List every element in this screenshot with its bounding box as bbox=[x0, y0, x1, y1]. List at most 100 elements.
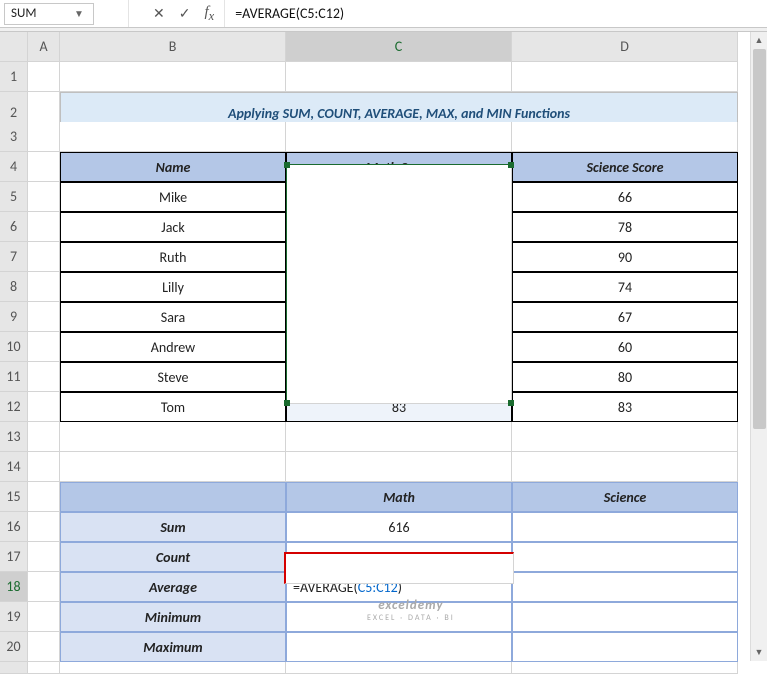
summary-header-math[interactable]: Math bbox=[286, 482, 512, 512]
row-header-1[interactable]: 1 bbox=[0, 62, 28, 92]
cell-A11[interactable] bbox=[28, 362, 60, 392]
summary-header-science[interactable]: Science bbox=[512, 482, 738, 512]
cell-A20[interactable] bbox=[28, 632, 60, 662]
col-header-A[interactable]: A bbox=[28, 32, 60, 62]
cell-math-1[interactable]: 71 bbox=[286, 212, 512, 242]
row-header-4[interactable]: 4 bbox=[0, 152, 28, 182]
table-header-name[interactable]: Name bbox=[60, 152, 286, 182]
cell-name-6[interactable]: Steve bbox=[60, 362, 286, 392]
cell-math-5[interactable]: 78 bbox=[286, 332, 512, 362]
scroll-down-icon[interactable]: ▼ bbox=[751, 644, 767, 661]
summary-label-maximum[interactable]: Maximum bbox=[60, 632, 286, 662]
col-header-C[interactable]: C bbox=[286, 32, 512, 62]
cell-C1[interactable] bbox=[286, 62, 512, 92]
row-header-6[interactable]: 6 bbox=[0, 212, 28, 242]
name-box-dropdown-icon[interactable]: ▼ bbox=[71, 7, 87, 20]
row-header-12[interactable]: 12 bbox=[0, 392, 28, 422]
cell-A8[interactable] bbox=[28, 272, 60, 302]
cell-B3[interactable] bbox=[60, 122, 286, 152]
cancel-icon[interactable]: ✕ bbox=[153, 7, 165, 21]
cell-name-0[interactable]: Mike bbox=[60, 182, 286, 212]
summary-label-sum[interactable]: Sum bbox=[60, 512, 286, 542]
cell-A9[interactable] bbox=[28, 302, 60, 332]
summary-science-minimum[interactable] bbox=[512, 602, 738, 632]
scroll-up-icon[interactable]: ▲ bbox=[751, 32, 767, 49]
cell-name-4[interactable]: Sara bbox=[60, 302, 286, 332]
cell-C13[interactable] bbox=[286, 422, 512, 452]
cell-science-3[interactable]: 74 bbox=[512, 272, 738, 302]
row-header-10[interactable]: 10 bbox=[0, 332, 28, 362]
cell-B13[interactable] bbox=[60, 422, 286, 452]
cell-C14[interactable] bbox=[286, 452, 512, 482]
cell-A6[interactable] bbox=[28, 212, 60, 242]
row-header-21[interactable] bbox=[0, 662, 28, 674]
cell-science-4[interactable]: 67 bbox=[512, 302, 738, 332]
table-header-science[interactable]: Science Score bbox=[512, 152, 738, 182]
cell-B1[interactable] bbox=[60, 62, 286, 92]
row-header-14[interactable]: 14 bbox=[0, 452, 28, 482]
summary-math-minimum[interactable] bbox=[286, 602, 512, 632]
summary-label-average[interactable]: Average bbox=[60, 572, 286, 602]
cell-name-3[interactable]: Lilly bbox=[60, 272, 286, 302]
cell-science-0[interactable]: 66 bbox=[512, 182, 738, 212]
cell-math-4[interactable]: 56 bbox=[286, 302, 512, 332]
cell-A17[interactable] bbox=[28, 542, 60, 572]
name-box[interactable]: SUM ▼ bbox=[4, 3, 94, 25]
cell-D21[interactable] bbox=[512, 662, 738, 674]
col-header-B[interactable]: B bbox=[60, 32, 286, 62]
row-header-19[interactable]: 19 bbox=[0, 602, 28, 632]
summary-math-sum[interactable]: 616 bbox=[286, 512, 512, 542]
cell-D13[interactable] bbox=[512, 422, 738, 452]
cell-A5[interactable] bbox=[28, 182, 60, 212]
row-header-13[interactable]: 13 bbox=[0, 422, 28, 452]
summary-blank-header[interactable] bbox=[60, 482, 286, 512]
cell-C21[interactable] bbox=[286, 662, 512, 674]
row-header-7[interactable]: 7 bbox=[0, 242, 28, 272]
cell-A7[interactable] bbox=[28, 242, 60, 272]
summary-science-maximum[interactable] bbox=[512, 632, 738, 662]
fx-icon[interactable]: fx bbox=[204, 4, 214, 24]
cell-name-1[interactable]: Jack bbox=[60, 212, 286, 242]
cell-A14[interactable] bbox=[28, 452, 60, 482]
row-header-8[interactable]: 8 bbox=[0, 272, 28, 302]
row-header-18[interactable]: 18 bbox=[0, 572, 28, 602]
cell-D3[interactable] bbox=[512, 122, 738, 152]
cell-A10[interactable] bbox=[28, 332, 60, 362]
summary-math-count[interactable]: 8 bbox=[286, 542, 512, 572]
summary-label-count[interactable]: Count bbox=[60, 542, 286, 572]
cell-math-0[interactable]: 88 bbox=[286, 182, 512, 212]
cell-D14[interactable] bbox=[512, 452, 738, 482]
row-header-20[interactable]: 20 bbox=[0, 632, 28, 662]
summary-science-sum[interactable] bbox=[512, 512, 738, 542]
cell-A16[interactable] bbox=[28, 512, 60, 542]
select-all-corner[interactable] bbox=[0, 32, 28, 62]
cell-A21[interactable] bbox=[28, 662, 60, 674]
cell-A1[interactable] bbox=[28, 62, 60, 92]
cell-science-7[interactable]: 83 bbox=[512, 392, 738, 422]
summary-label-minimum[interactable]: Minimum bbox=[60, 602, 286, 632]
cell-math-3[interactable]: 94 bbox=[286, 272, 512, 302]
cell-A4[interactable] bbox=[28, 152, 60, 182]
cell-name-5[interactable]: Andrew bbox=[60, 332, 286, 362]
scroll-thumb[interactable] bbox=[753, 49, 766, 429]
summary-math-maximum[interactable] bbox=[286, 632, 512, 662]
col-header-D[interactable]: D bbox=[512, 32, 738, 62]
row-header-11[interactable]: 11 bbox=[0, 362, 28, 392]
spreadsheet-grid[interactable]: A B C D 1 2 Applying SUM, COUNT, AVERAGE… bbox=[0, 32, 767, 692]
row-header-5[interactable]: 5 bbox=[0, 182, 28, 212]
row-header-17[interactable]: 17 bbox=[0, 542, 28, 572]
cell-A15[interactable] bbox=[28, 482, 60, 512]
cell-D1[interactable] bbox=[512, 62, 738, 92]
cell-math-7[interactable]: 83 bbox=[286, 392, 512, 422]
cell-B14[interactable] bbox=[60, 452, 286, 482]
cell-name-7[interactable]: Tom bbox=[60, 392, 286, 422]
cell-math-6[interactable]: 83 bbox=[286, 362, 512, 392]
active-cell-C18[interactable]: =AVERAGE(C5:C12) bbox=[286, 572, 512, 602]
row-header-9[interactable]: 9 bbox=[0, 302, 28, 332]
cell-name-2[interactable]: Ruth bbox=[60, 242, 286, 272]
cell-C3[interactable] bbox=[286, 122, 512, 152]
cell-math-2[interactable]: 63 bbox=[286, 242, 512, 272]
cell-B21[interactable] bbox=[60, 662, 286, 674]
cell-science-1[interactable]: 78 bbox=[512, 212, 738, 242]
vertical-scrollbar[interactable]: ▲ ▼ bbox=[750, 32, 767, 661]
